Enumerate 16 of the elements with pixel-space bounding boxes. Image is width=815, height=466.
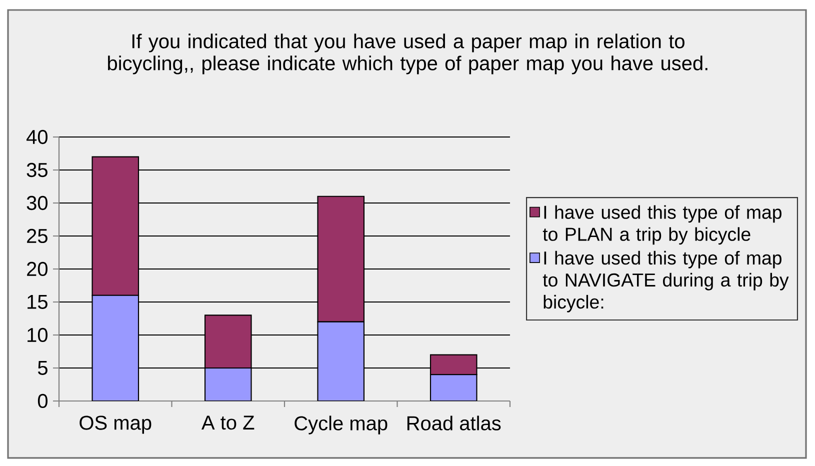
x-tick-label: OS map: [80, 416, 152, 434]
y-tick-label: 35: [26, 162, 48, 178]
y-tick-label: 30: [26, 196, 48, 210]
legend-label: I have used this type of map to PLAN a trip by bicycle: [542, 205, 782, 245]
y-tick-label: 40: [26, 130, 48, 144]
legend-label: I have used this type of map to NAVIGATE during a trip by bicycle:: [542, 250, 789, 312]
x-tick-label: Cycle map: [294, 416, 388, 434]
y-tick-label: 10: [28, 328, 48, 342]
x-tick-label: A to Z: [201, 416, 254, 430]
y-tick-label: 0: [38, 394, 48, 408]
y-tick-label: 20: [27, 262, 48, 276]
chart-title: If you indicated that you have used a paper map in relation to bicycling,, please indicate which type of paper map you have used.: [108, 34, 708, 74]
y-tick-label: 25: [27, 228, 48, 244]
y-tick-label: 15: [28, 295, 48, 309]
y-tick-label: 5: [38, 361, 48, 375]
x-tick-label: Road atlas: [407, 416, 501, 430]
